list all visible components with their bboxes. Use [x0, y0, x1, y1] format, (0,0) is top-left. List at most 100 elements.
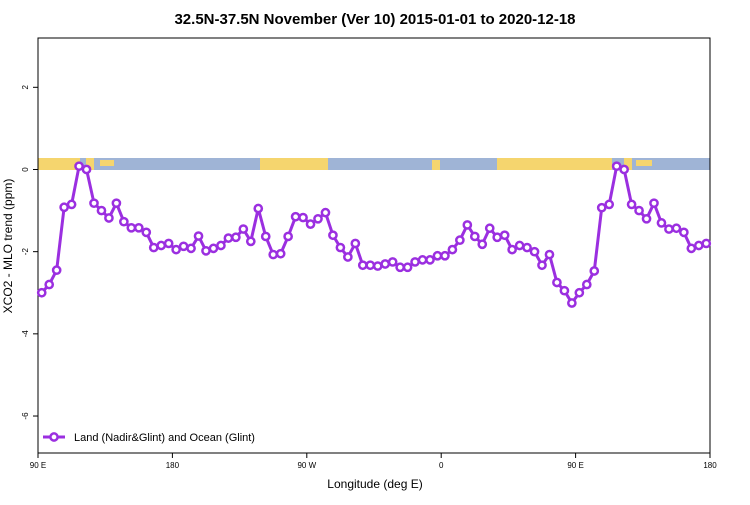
data-point	[469, 231, 480, 242]
data-point	[119, 216, 129, 227]
data-point	[36, 287, 47, 298]
data-point	[380, 259, 391, 269]
data-point	[634, 205, 644, 216]
x-axis-label: Longitude (deg E)	[327, 477, 422, 491]
data-point	[133, 222, 144, 233]
data-point	[462, 220, 473, 230]
data-point	[231, 232, 241, 243]
data-point	[163, 238, 174, 249]
data-point	[245, 236, 256, 247]
data-point	[492, 232, 503, 243]
data-point	[537, 260, 547, 271]
data-point	[89, 198, 99, 209]
land-mask-strip	[38, 158, 710, 170]
data-point	[619, 164, 629, 175]
data-point	[507, 244, 517, 255]
data-point	[447, 244, 458, 255]
data-point	[604, 199, 615, 210]
data-point	[656, 218, 667, 228]
data-point	[664, 224, 674, 234]
data-point	[514, 240, 525, 251]
data-point	[529, 246, 540, 257]
data-point	[104, 213, 114, 223]
data-point	[335, 242, 346, 253]
data-point	[343, 252, 353, 262]
data-point	[74, 161, 84, 172]
data-point	[216, 240, 226, 251]
data-point	[589, 266, 600, 276]
data-point	[320, 207, 331, 218]
data-point	[440, 250, 450, 261]
data-point	[365, 260, 376, 271]
x-tick-label: 90 E	[30, 461, 46, 470]
data-point	[156, 240, 167, 251]
data-point	[298, 212, 308, 223]
data-point	[238, 224, 249, 234]
data-point	[477, 239, 488, 250]
data-point	[290, 211, 301, 222]
chart-title: 32.5N-37.5N November (Ver 10) 2015-01-01…	[174, 11, 575, 28]
data-point	[59, 202, 69, 213]
data-point	[201, 245, 211, 256]
data-point	[126, 222, 137, 233]
x-tick-label: 0	[439, 461, 444, 470]
data-point	[81, 164, 92, 175]
data-point	[313, 213, 323, 224]
data-point	[350, 238, 361, 249]
data-point	[432, 250, 443, 261]
data-point	[686, 243, 697, 254]
data-point	[357, 260, 368, 271]
data-point	[522, 242, 532, 253]
data-point	[275, 248, 286, 259]
data-point	[193, 231, 204, 241]
data-point	[693, 240, 704, 251]
y-tick-label: 0	[21, 167, 30, 172]
legend-label: Land (Nadir&Glint) and Ocean (Glint)	[74, 432, 255, 444]
data-point	[253, 203, 264, 214]
data-point	[260, 231, 271, 242]
data-point	[596, 202, 607, 213]
data-point	[410, 257, 420, 267]
data-point	[671, 223, 682, 234]
data-point	[649, 198, 659, 209]
data-point	[559, 285, 570, 296]
data-point	[111, 198, 122, 209]
data-point	[372, 261, 383, 271]
data-point	[178, 241, 189, 252]
data-point	[574, 287, 585, 298]
data-point	[552, 277, 562, 288]
data-point	[499, 230, 510, 241]
y-tick-label: -6	[21, 412, 30, 420]
data-point	[328, 230, 338, 241]
x-tick-label: 180	[703, 461, 717, 470]
y-axis-label: XCO2 - MLO trend (ppm)	[1, 179, 15, 314]
data-point	[484, 223, 495, 234]
data-point	[387, 257, 398, 267]
x-tick-label: 90 E	[567, 461, 583, 470]
data-point	[148, 242, 159, 253]
x-tick-label: 90 W	[297, 461, 316, 470]
data-point	[141, 227, 152, 238]
data-point	[223, 233, 234, 243]
data-point	[402, 262, 413, 273]
data-point	[96, 205, 107, 216]
data-point	[268, 249, 279, 260]
data-point	[417, 255, 428, 265]
data-point	[581, 279, 592, 290]
plot-frame	[37, 37, 711, 454]
y-tick-label: -4	[21, 330, 30, 338]
data-point	[425, 255, 435, 265]
data-point	[701, 238, 712, 249]
data-point	[611, 161, 622, 172]
data-point	[171, 244, 181, 255]
data-point	[626, 199, 637, 210]
x-tick-label: 180	[166, 461, 180, 470]
data-point	[51, 265, 62, 276]
data-point	[544, 249, 555, 260]
data-point	[283, 231, 293, 242]
data-point	[44, 279, 55, 290]
data-point	[305, 219, 316, 229]
y-tick-label: 2	[21, 85, 30, 90]
